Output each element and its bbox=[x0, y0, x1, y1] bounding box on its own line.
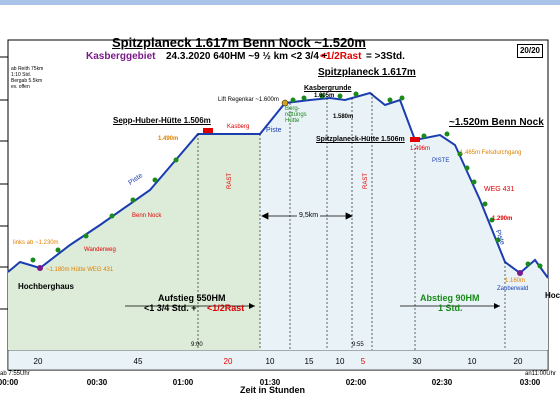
label-kasbergrunde-alt: 1.605m bbox=[314, 93, 335, 99]
label-end: an11:00Uhr bbox=[525, 371, 556, 377]
label-bergrettung: Berg- rettungs Hütte bbox=[285, 106, 307, 124]
label-1580: 1.580m bbox=[333, 114, 354, 120]
marker-lift bbox=[281, 99, 289, 107]
x-axis-title: Zeit in Stunden bbox=[240, 385, 305, 395]
descent-time: 1 Std. bbox=[438, 303, 463, 313]
region-label: Kasberggebiet bbox=[86, 51, 156, 62]
profile-fill bbox=[260, 93, 548, 350]
route-details: 24.3.2020 640HM ~9 ½ km <2 3/4 + bbox=[166, 51, 328, 62]
flag-kasberg bbox=[203, 128, 213, 133]
marker-start bbox=[37, 265, 43, 271]
label-1160: 1.160m bbox=[505, 278, 526, 284]
marker-end bbox=[517, 270, 523, 276]
segment-duration: 20 bbox=[33, 357, 43, 366]
label-hochberghaus: Hochberghaus bbox=[18, 282, 75, 291]
segment-duration: 10 bbox=[335, 357, 345, 366]
y-ticks bbox=[0, 56, 8, 310]
label-piste-2: Piste bbox=[266, 127, 282, 134]
time-markers bbox=[197, 93, 506, 350]
profile-line bbox=[7, 91, 549, 279]
page-title: Spitzplaneck 1.617m Benn Nock ~1.520m bbox=[112, 35, 366, 50]
total-time: = >3Std. bbox=[366, 51, 405, 62]
info-box: ab Reith 75km 1:10 Std. Bergab 5.5km ev.… bbox=[11, 66, 44, 90]
peak-benn-nock: ~1.520m Benn Nock bbox=[449, 117, 544, 128]
page-badge: 20/20 bbox=[517, 44, 543, 58]
tree-markers bbox=[30, 91, 543, 269]
top-border bbox=[0, 0, 560, 5]
segment-duration: 45 bbox=[133, 357, 143, 366]
hut-spitzplaneck: Spitzplaneck-Hütte 1.506m bbox=[316, 136, 405, 143]
label-kasbergrunde: Kasbergrunde bbox=[304, 85, 352, 92]
label-1230: links ab ~1.230m bbox=[13, 240, 59, 246]
label-kasberg: Kasberg bbox=[227, 124, 250, 130]
segment-duration: 10 bbox=[265, 357, 275, 366]
label-1496: 1.496m bbox=[410, 146, 431, 152]
label-piste-3: PISTE bbox=[432, 158, 450, 164]
x-tick: 01:00 bbox=[172, 378, 194, 387]
label-zauberwald: Zauberwald bbox=[497, 286, 529, 292]
segment-duration: 30 bbox=[412, 357, 422, 366]
segment-duration: 10 bbox=[467, 357, 477, 366]
label-lift: Lift Regenkar ~1.600m bbox=[218, 97, 279, 103]
x-tick: 03:00 bbox=[519, 378, 541, 387]
segment-duration: 20 bbox=[223, 357, 233, 366]
ascent-rest: <1/2Rast bbox=[207, 303, 245, 313]
x-tick: 02:30 bbox=[431, 378, 453, 387]
x-tick: 02:00 bbox=[345, 378, 367, 387]
rest-time: <1/2Rast bbox=[320, 51, 362, 62]
peak-spitzplaneck: Spitzplaneck 1.617m bbox=[318, 67, 416, 78]
label-start: ab 7:55Uhr bbox=[0, 371, 30, 377]
segment-duration: 5 bbox=[360, 357, 366, 366]
x-tick: 00:30 bbox=[86, 378, 108, 387]
label-rast-2: RAST bbox=[363, 172, 370, 190]
label-1290: 1.290m bbox=[492, 216, 513, 222]
label-rast-1: RAST bbox=[227, 172, 234, 190]
x-tick: 00:00 bbox=[0, 378, 19, 387]
x-tick: 01:30 bbox=[259, 378, 281, 387]
label-time-900: 9:00 bbox=[191, 342, 203, 348]
label-wanderweg: Wanderweg bbox=[84, 247, 116, 253]
flag-spitzplaneck-huette bbox=[410, 137, 420, 142]
label-1465: 1.465m Felsdurchgang bbox=[460, 150, 522, 156]
hut-sepp-huber: Sepp-Huber-Hütte 1.506m bbox=[113, 116, 211, 125]
ascent-time: <1 3/4 Std. + bbox=[144, 303, 197, 313]
profile-fill-ascent bbox=[8, 134, 260, 350]
label-1490: 1.490m bbox=[158, 136, 179, 142]
label-distance: 9,5km bbox=[297, 212, 321, 219]
label-benn-nock-small: Benn Nock bbox=[132, 213, 162, 219]
ascent-arrows bbox=[125, 303, 500, 309]
label-time-955: 9:55 bbox=[352, 342, 364, 348]
label-hochberghaus-right: Hoc bbox=[545, 291, 560, 300]
label-weg431: WEG 431 bbox=[484, 186, 515, 193]
ascent-title: Aufstieg 550HM bbox=[158, 293, 226, 303]
segment-duration: 20 bbox=[513, 357, 523, 366]
label-1180: ~1.180m Hütte WEG 431 bbox=[46, 267, 114, 273]
descent-title: Abstieg 90HM bbox=[420, 293, 480, 303]
segment-duration: 15 bbox=[304, 357, 314, 366]
